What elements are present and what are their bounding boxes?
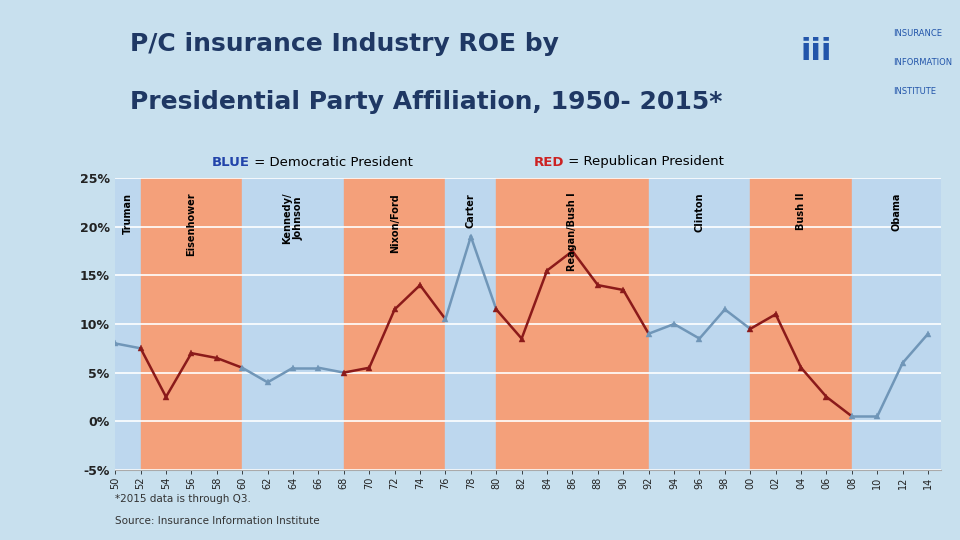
- Text: iii: iii: [801, 37, 831, 65]
- Text: RED: RED: [534, 156, 564, 168]
- Text: Bush II: Bush II: [796, 193, 806, 230]
- Text: Nixon/Ford: Nixon/Ford: [390, 193, 399, 253]
- Text: Presidential Party Affiliation, 1950- 2015*: Presidential Party Affiliation, 1950- 20…: [130, 90, 722, 114]
- Bar: [445, 178, 496, 470]
- Text: Kennedy/
Johnson: Kennedy/ Johnson: [282, 193, 303, 244]
- Text: Source: Insurance Information Institute: Source: Insurance Information Institute: [115, 516, 320, 526]
- Bar: [496, 178, 649, 470]
- Text: INFORMATION: INFORMATION: [893, 58, 952, 68]
- Text: P/C insurance Industry ROE by: P/C insurance Industry ROE by: [130, 32, 559, 56]
- Text: = Republican President: = Republican President: [564, 156, 725, 168]
- Text: INSURANCE: INSURANCE: [893, 29, 942, 38]
- Text: INSTITUTE: INSTITUTE: [893, 87, 936, 97]
- Text: Reagan/Bush I: Reagan/Bush I: [567, 193, 578, 272]
- Bar: [649, 178, 751, 470]
- Bar: [751, 178, 852, 470]
- Bar: [344, 178, 445, 470]
- Text: Clinton: Clinton: [694, 193, 705, 232]
- Text: Eisenhower: Eisenhower: [186, 193, 197, 256]
- Bar: [140, 178, 242, 470]
- Text: BLUE: BLUE: [212, 156, 250, 168]
- Bar: [115, 178, 140, 470]
- Text: Carter: Carter: [466, 193, 476, 227]
- Bar: [852, 178, 941, 470]
- Bar: [242, 178, 344, 470]
- Text: Truman: Truman: [123, 193, 132, 234]
- Text: Obama: Obama: [891, 193, 901, 231]
- Text: *2015 data is through Q3.: *2015 data is through Q3.: [115, 494, 252, 504]
- Text: = Democratic President: = Democratic President: [250, 156, 413, 168]
